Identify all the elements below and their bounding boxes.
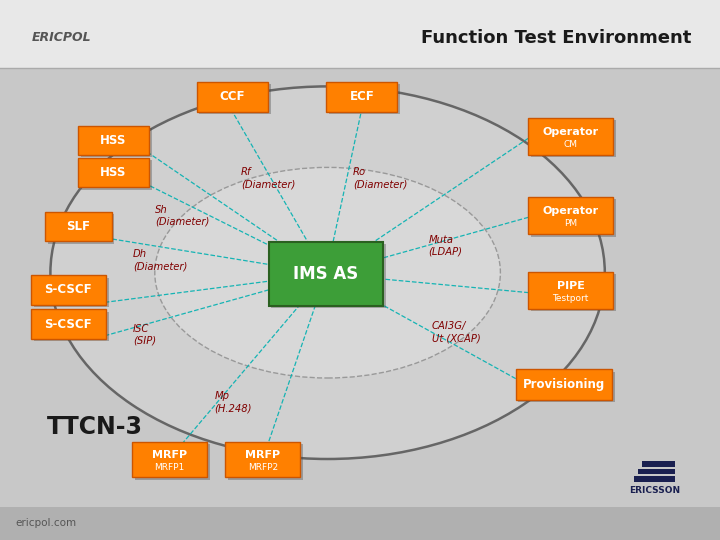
FancyBboxPatch shape [31, 309, 106, 339]
FancyBboxPatch shape [528, 118, 613, 155]
Text: CCF: CCF [220, 90, 245, 103]
FancyBboxPatch shape [531, 199, 616, 237]
FancyBboxPatch shape [34, 278, 109, 307]
Bar [642, 461, 675, 467]
Text: ericpol.com: ericpol.com [16, 518, 77, 528]
Text: S-CSCF: S-CSCF [45, 284, 92, 296]
FancyBboxPatch shape [48, 214, 114, 244]
Text: HSS: HSS [100, 134, 127, 147]
Ellipse shape [50, 86, 605, 459]
Text: IMS AS: IMS AS [293, 265, 359, 283]
FancyBboxPatch shape [199, 84, 271, 114]
Text: ERICPOL: ERICPOL [32, 31, 91, 44]
Ellipse shape [155, 167, 500, 378]
Text: S-CSCF: S-CSCF [45, 318, 92, 330]
Text: Operator: Operator [543, 206, 598, 216]
Bar [638, 469, 675, 474]
FancyBboxPatch shape [531, 120, 616, 157]
FancyBboxPatch shape [528, 272, 613, 309]
FancyBboxPatch shape [269, 242, 383, 306]
FancyBboxPatch shape [81, 160, 152, 190]
FancyBboxPatch shape [528, 197, 613, 234]
Text: CM: CM [564, 140, 577, 149]
Text: TTCN-3: TTCN-3 [47, 415, 143, 438]
Text: PM: PM [564, 219, 577, 228]
Text: MRFP2: MRFP2 [248, 463, 278, 472]
FancyBboxPatch shape [31, 275, 106, 305]
FancyBboxPatch shape [225, 442, 300, 477]
Text: MRFP1: MRFP1 [154, 463, 184, 472]
Text: Dh
(Diameter): Dh (Diameter) [133, 249, 188, 271]
Text: Operator: Operator [543, 127, 598, 137]
Text: Provisioning: Provisioning [523, 378, 605, 391]
Text: CAI3G/
Ut (XCAP): CAI3G/ Ut (XCAP) [432, 321, 481, 343]
Text: ECF: ECF [349, 90, 374, 103]
FancyBboxPatch shape [34, 312, 109, 341]
FancyBboxPatch shape [197, 82, 268, 112]
FancyBboxPatch shape [271, 244, 386, 308]
Text: Rf
(Diameter): Rf (Diameter) [241, 167, 296, 189]
Text: Sh
(Diameter): Sh (Diameter) [155, 205, 210, 227]
FancyBboxPatch shape [132, 442, 207, 477]
FancyBboxPatch shape [78, 126, 149, 155]
Text: ISC
(SIP): ISC (SIP) [133, 324, 156, 346]
FancyBboxPatch shape [228, 444, 303, 480]
FancyBboxPatch shape [135, 444, 210, 480]
FancyBboxPatch shape [81, 128, 152, 157]
FancyBboxPatch shape [516, 369, 612, 400]
Text: HSS: HSS [100, 166, 127, 179]
Text: Function Test Environment: Function Test Environment [420, 29, 691, 47]
Text: PIPE: PIPE [557, 281, 585, 291]
Text: MRFP: MRFP [246, 450, 280, 460]
FancyBboxPatch shape [45, 212, 112, 241]
Bar [0, 0, 720, 68]
FancyBboxPatch shape [531, 274, 616, 311]
Bar [634, 476, 675, 482]
Bar [0, 507, 720, 540]
Text: MRFP: MRFP [152, 450, 186, 460]
Text: Ro
(Diameter): Ro (Diameter) [353, 167, 408, 189]
FancyBboxPatch shape [78, 158, 149, 187]
Text: Muta
(LDAP): Muta (LDAP) [428, 235, 462, 256]
Text: ERICSSON: ERICSSON [629, 486, 680, 495]
FancyBboxPatch shape [518, 372, 615, 402]
Text: Testport: Testport [552, 294, 589, 303]
Text: SLF: SLF [66, 220, 91, 233]
FancyBboxPatch shape [329, 84, 400, 114]
FancyBboxPatch shape [326, 82, 397, 112]
Text: Mp
(H.248): Mp (H.248) [215, 392, 252, 413]
